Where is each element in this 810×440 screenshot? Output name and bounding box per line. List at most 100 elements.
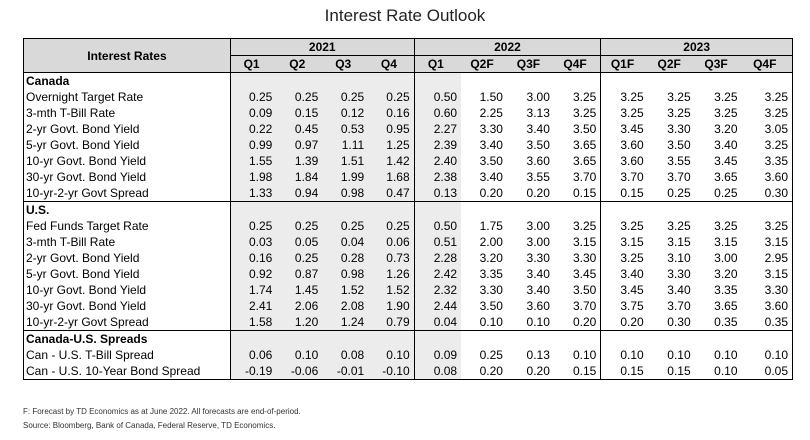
table-cell: 1.39 xyxy=(276,153,323,169)
section-header-row: U.S. xyxy=(23,201,793,218)
table-row: 10-yr-2-yr Govt Spread 1.58 1.20 1.24 0.79 0.… xyxy=(23,314,793,331)
table-cell: 2.44 xyxy=(413,298,462,314)
section-spacer-cell xyxy=(741,330,793,347)
table-cell: 3.30 xyxy=(479,122,503,136)
table-row: 2-yr Govt. Bond Yield 0.16 0.25 0.28 0.73 2.2… xyxy=(23,250,793,266)
quarter-header: Q4F xyxy=(553,55,601,73)
table-cell: 3.60 xyxy=(526,299,550,313)
table-cell: 0.16 xyxy=(229,250,277,266)
table-cell: 3.25 xyxy=(600,89,648,105)
table-cell: 3.25 xyxy=(600,105,648,121)
table-cell: 0.15 xyxy=(600,363,648,380)
table-cell: 3.65 xyxy=(714,299,738,313)
section-spacer-cell xyxy=(413,201,462,218)
section-spacer-cell xyxy=(506,201,554,218)
table-cell: 3.25 xyxy=(572,106,597,120)
row-label-header: Interest Rates xyxy=(23,38,231,73)
table-cell: 3.25 xyxy=(741,137,793,153)
source-footnote: Source: Bloomberg, Bank of Canada, Feder… xyxy=(23,421,276,430)
table-cell: 1.25 xyxy=(368,137,415,153)
table-cell: 0.97 xyxy=(276,137,323,153)
table-cell: 1.75 xyxy=(479,219,503,233)
year-header-row: Interest Rates 2021 2022 2023 xyxy=(23,38,793,73)
table-cell: 2.40 xyxy=(413,153,462,169)
table-cell: 3.60 xyxy=(600,153,648,169)
table-cell: 3.45 xyxy=(572,267,597,281)
table-row: 3-mth T-Bill Rate 0.03 0.05 0.04 0.06 0.51 2.0… xyxy=(23,234,793,250)
row-label: 10-yr-2-yr Govt Spread xyxy=(23,314,231,331)
table-cell: 3.25 xyxy=(667,219,691,233)
table-cell: 0.10 xyxy=(572,348,597,362)
quarter-header: Q2F xyxy=(461,55,507,73)
table-cell: 2.27 xyxy=(413,121,462,137)
table-cell: 0.60 xyxy=(413,105,462,121)
table-cell: 0.47 xyxy=(368,185,415,202)
table-cell: 3.20 xyxy=(714,122,738,136)
interest-rate-table: Interest Rates 2021 2022 2023 Q1 Q2 Q3 Q4 Q1… xyxy=(23,38,793,380)
table-cell: 0.10 xyxy=(714,348,738,362)
table-cell: 2.42 xyxy=(413,266,462,282)
table-cell: 0.10 xyxy=(276,347,323,363)
table-cell: 0.08 xyxy=(322,347,369,363)
table-cell: 0.92 xyxy=(229,266,277,282)
table-cell: 1.98 xyxy=(229,169,277,185)
table-cell: -0.06 xyxy=(276,363,323,380)
table-cell: 0.06 xyxy=(229,347,277,363)
table-row: Can - U.S. 10-Year Bond Spread -0.19 -0.06… xyxy=(23,363,793,380)
table-cell: 1.58 xyxy=(229,314,277,331)
section-header-row: Canada xyxy=(23,72,793,90)
table-cell: 0.25 xyxy=(276,250,323,266)
table-cell: 3.40 xyxy=(526,267,550,281)
table-cell: 0.25 xyxy=(322,218,369,234)
table-cell: 3.30 xyxy=(667,122,691,136)
table-cell: 3.60 xyxy=(741,298,793,314)
table-cell: 0.05 xyxy=(741,363,793,380)
table-cell: 3.50 xyxy=(479,299,503,313)
table-cell: -0.10 xyxy=(368,363,415,380)
table-cell: 3.60 xyxy=(600,137,648,153)
table-cell: 3.30 xyxy=(479,283,503,297)
table-cell: 3.00 xyxy=(526,235,550,249)
section-spacer-cell xyxy=(322,72,369,89)
section-spacer-cell xyxy=(276,330,323,347)
table-cell: 3.50 xyxy=(572,122,597,136)
table-cell: 3.15 xyxy=(741,234,793,250)
table-cell: 1.52 xyxy=(368,282,415,298)
table-cell: 0.25 xyxy=(276,218,323,234)
table-cell: 0.87 xyxy=(276,266,323,282)
section-spacer-cell xyxy=(554,73,601,90)
table-cell: 0.50 xyxy=(413,89,462,105)
table-cell: 0.13 xyxy=(413,185,462,202)
row-label: 30-yr Govt. Bond Yield xyxy=(23,169,231,185)
table-cell: 3.45 xyxy=(600,282,648,298)
table-cell: 3.25 xyxy=(572,90,597,104)
section-spacer-cell xyxy=(368,72,415,89)
table-cell: 3.40 xyxy=(479,170,503,184)
table-cell: 0.94 xyxy=(276,185,323,202)
section-spacer-cell xyxy=(229,330,277,347)
table-cell: 0.35 xyxy=(714,315,738,329)
table-cell: 3.15 xyxy=(600,234,648,250)
table-cell: 1.68 xyxy=(368,169,415,185)
table-cell: 3.05 xyxy=(741,121,793,137)
table-cell: 3.13 xyxy=(526,106,550,120)
table-cell: 3.30 xyxy=(741,282,793,298)
section-spacer-cell xyxy=(276,201,323,218)
table-cell: 3.30 xyxy=(667,267,691,281)
table-row: Can - U.S. T-Bill Spread 0.06 0.10 0.08 0.10… xyxy=(23,347,793,363)
table-cell: 0.98 xyxy=(322,185,369,202)
table-cell: 0.10 xyxy=(368,347,415,363)
table-cell: 0.25 xyxy=(667,186,691,200)
table-cell: 3.40 xyxy=(600,266,648,282)
table-cell: 0.73 xyxy=(368,250,415,266)
table-row: 10-yr Govt. Bond Yield 1.55 1.39 1.51 1.42 2.… xyxy=(23,153,793,169)
table-cell: 3.60 xyxy=(741,169,793,185)
table-cell: 3.25 xyxy=(667,106,691,120)
table-cell: 3.30 xyxy=(526,251,550,265)
table-cell: 3.50 xyxy=(479,154,503,168)
table-cell: 0.15 xyxy=(572,186,597,200)
table-cell: 0.15 xyxy=(553,363,601,380)
table-cell: 0.15 xyxy=(276,105,323,121)
table-cell: 3.20 xyxy=(714,267,738,281)
quarter-header: Q1F xyxy=(600,55,648,73)
